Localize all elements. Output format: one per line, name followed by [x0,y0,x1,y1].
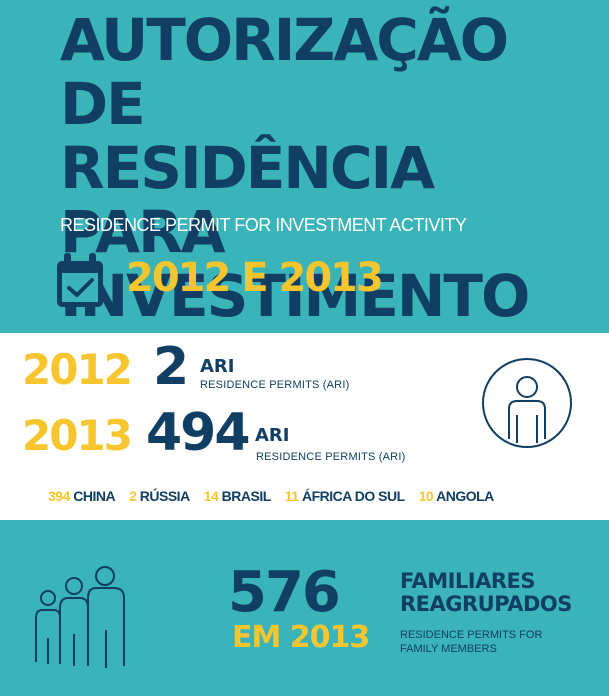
permits-2013-number: 494 [146,403,251,463]
title-line-3: INVESTIMENTO [60,262,530,330]
country-russia: 2 RÚSSIA [129,488,190,504]
family-number: 576 [228,560,341,625]
title-line-1: AUTORIZAÇÃO DE [60,6,509,138]
header-section: AUTORIZAÇÃO DE RESIDÊNCIA PARA INVESTIME… [0,0,609,333]
permits-2012-number: 2 [153,337,189,397]
subtitle: RESIDENCE PERMIT FOR INVESTMENT ACTIVITY [60,215,467,235]
calendar-check-icon [57,253,103,307]
permits-2013-note: RESIDENCE PERMITS (ARI) [256,451,406,463]
permits-2013-unit: ARI [255,425,290,446]
permits-section: 2012 2 ARI RESIDENCE PERMITS (ARI) 2013 … [0,333,609,520]
page-title: AUTORIZAÇÃO DE RESIDÊNCIA PARA INVESTIME… [60,8,600,328]
family-note: RESIDENCE PERMITS FOR FAMILY MEMBERS [400,628,580,656]
family-note-line-2: FAMILY MEMBERS [400,643,497,655]
year-2013: 2013 [22,411,133,460]
person-circle-icon [482,358,572,448]
years-label: 2012 E 2013 [126,255,384,301]
family-title-line-2: REAGRUPADOS [400,592,572,616]
permits-2012-note: RESIDENCE PERMITS (ARI) [200,379,350,391]
permits-2012-unit: ARI [200,356,235,377]
country-china: 394 CHINA [48,488,116,504]
year-2012: 2012 [22,345,133,394]
country-angola: 10 ANGOLA [418,488,495,504]
family-year: EM 2013 [232,620,370,655]
family-title: FAMILIARES REAGRUPADOS [400,570,572,616]
family-note-line-1: RESIDENCE PERMITS FOR [400,629,543,641]
country-brazil: 14 BRASIL [203,488,272,504]
family-title-line-1: FAMILIARES [400,569,536,593]
family-icon [35,566,125,668]
family-section: 576 EM 2013 FAMILIARES REAGRUPADOS RESID… [0,520,609,696]
country-south-africa: 11 ÁFRICA DO SUL [284,488,405,504]
countries-row: 394 CHINA 2 RÚSSIA 14 BRASIL 11 ÁFRICA D… [48,488,508,504]
title-line-2: RESIDÊNCIA PARA [60,134,435,266]
